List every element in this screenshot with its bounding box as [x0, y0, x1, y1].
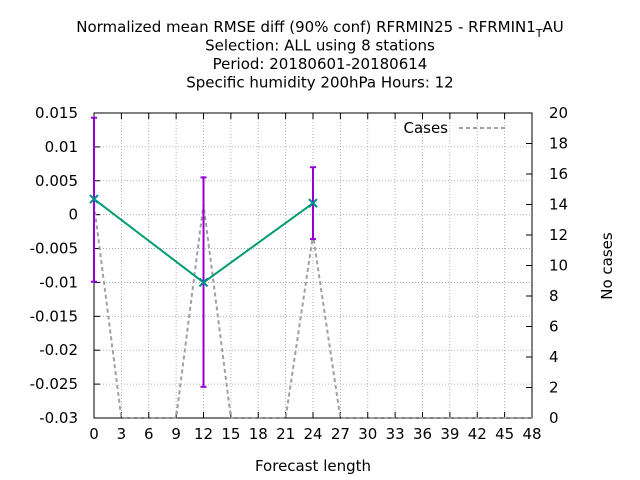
x-tick-label: 9	[171, 425, 181, 443]
x-axis: 0 3 6 9 12 15 18 21 24 27 30 33 36 39 42 45 48	[89, 113, 542, 443]
y-tick-label: -0.025	[30, 375, 78, 393]
y-tick-label: 0.015	[35, 104, 78, 122]
y2-tick-label: 16	[549, 165, 568, 183]
y-tick-label: -0.005	[30, 240, 78, 258]
y2-tick-label: 8	[549, 287, 559, 305]
data-point-stroke	[89, 194, 99, 204]
y2-tick-label: 10	[549, 257, 568, 275]
x-tick-label: 24	[303, 425, 322, 443]
y2-tick-label: 20	[549, 104, 568, 122]
title-line: Selection: ALL using 8 stations	[205, 37, 435, 55]
legend-label-cases: Cases	[403, 119, 448, 137]
y2-tick-label: 4	[549, 348, 559, 366]
x-tick-label: 12	[194, 425, 213, 443]
x-axis-label: Forecast length	[255, 457, 371, 475]
x-tick-label: 0	[89, 425, 99, 443]
data-point	[89, 194, 99, 204]
y2-tick-label: 0	[549, 409, 559, 427]
y-tick-label: -0.015	[30, 307, 78, 325]
x-tick-label: 15	[221, 425, 240, 443]
y-axis: 0.015 0.01 0.005 0 -0.005 -0.01 -0.015 -0.02 -0.…	[30, 104, 100, 427]
y2-tick-label: 14	[549, 196, 568, 214]
data-point-stroke	[308, 198, 318, 208]
y2-tick-label: 18	[549, 135, 568, 153]
y2-tick-label: 6	[549, 318, 559, 336]
x-tick-label: 39	[440, 425, 459, 443]
y-tick-label: 0.005	[35, 172, 78, 190]
x-tick-label: 6	[144, 425, 154, 443]
y-tick-label: -0.03	[39, 409, 78, 427]
x-tick-label: 42	[468, 425, 487, 443]
x-tick-label: 48	[522, 425, 541, 443]
data-point	[198, 277, 209, 288]
legend: Cases	[403, 119, 506, 137]
y-tick-label: 0	[68, 206, 78, 224]
y2-tick-label: 12	[549, 226, 568, 244]
y-tick-label: 0.01	[45, 138, 78, 156]
title-line: Specific humidity 200hPa Hours: 12	[186, 74, 453, 92]
y2-axis-label: No cases	[598, 232, 616, 300]
chart-title: Normalized mean RMSE diff (90% conf) RFR…	[76, 18, 564, 92]
x-tick-label: 33	[386, 425, 405, 443]
grid	[94, 113, 532, 418]
x-tick-label: 30	[358, 425, 377, 443]
y2-tick-label: 2	[549, 379, 559, 397]
data-point-stroke	[198, 277, 209, 288]
x-tick-label: 36	[413, 425, 432, 443]
data-point	[308, 198, 318, 208]
x-tick-label: 18	[249, 425, 268, 443]
x-tick-label: 27	[331, 425, 350, 443]
title-line: Period: 20180601-20180614	[213, 55, 428, 73]
y-tick-label: -0.01	[39, 273, 78, 291]
y-tick-label: -0.02	[39, 341, 78, 359]
cases-line	[93, 204, 532, 419]
title-line: Normalized mean RMSE diff (90% conf) RFR…	[76, 18, 564, 40]
x-tick-label: 21	[276, 425, 295, 443]
y2-axis: 0 2 4 6 8 10 12 14 16 18 20	[526, 104, 568, 427]
x-tick-label: 3	[117, 425, 127, 443]
rmse-diff-series	[89, 116, 318, 388]
x-tick-label: 45	[495, 425, 514, 443]
cases-series	[93, 204, 532, 419]
